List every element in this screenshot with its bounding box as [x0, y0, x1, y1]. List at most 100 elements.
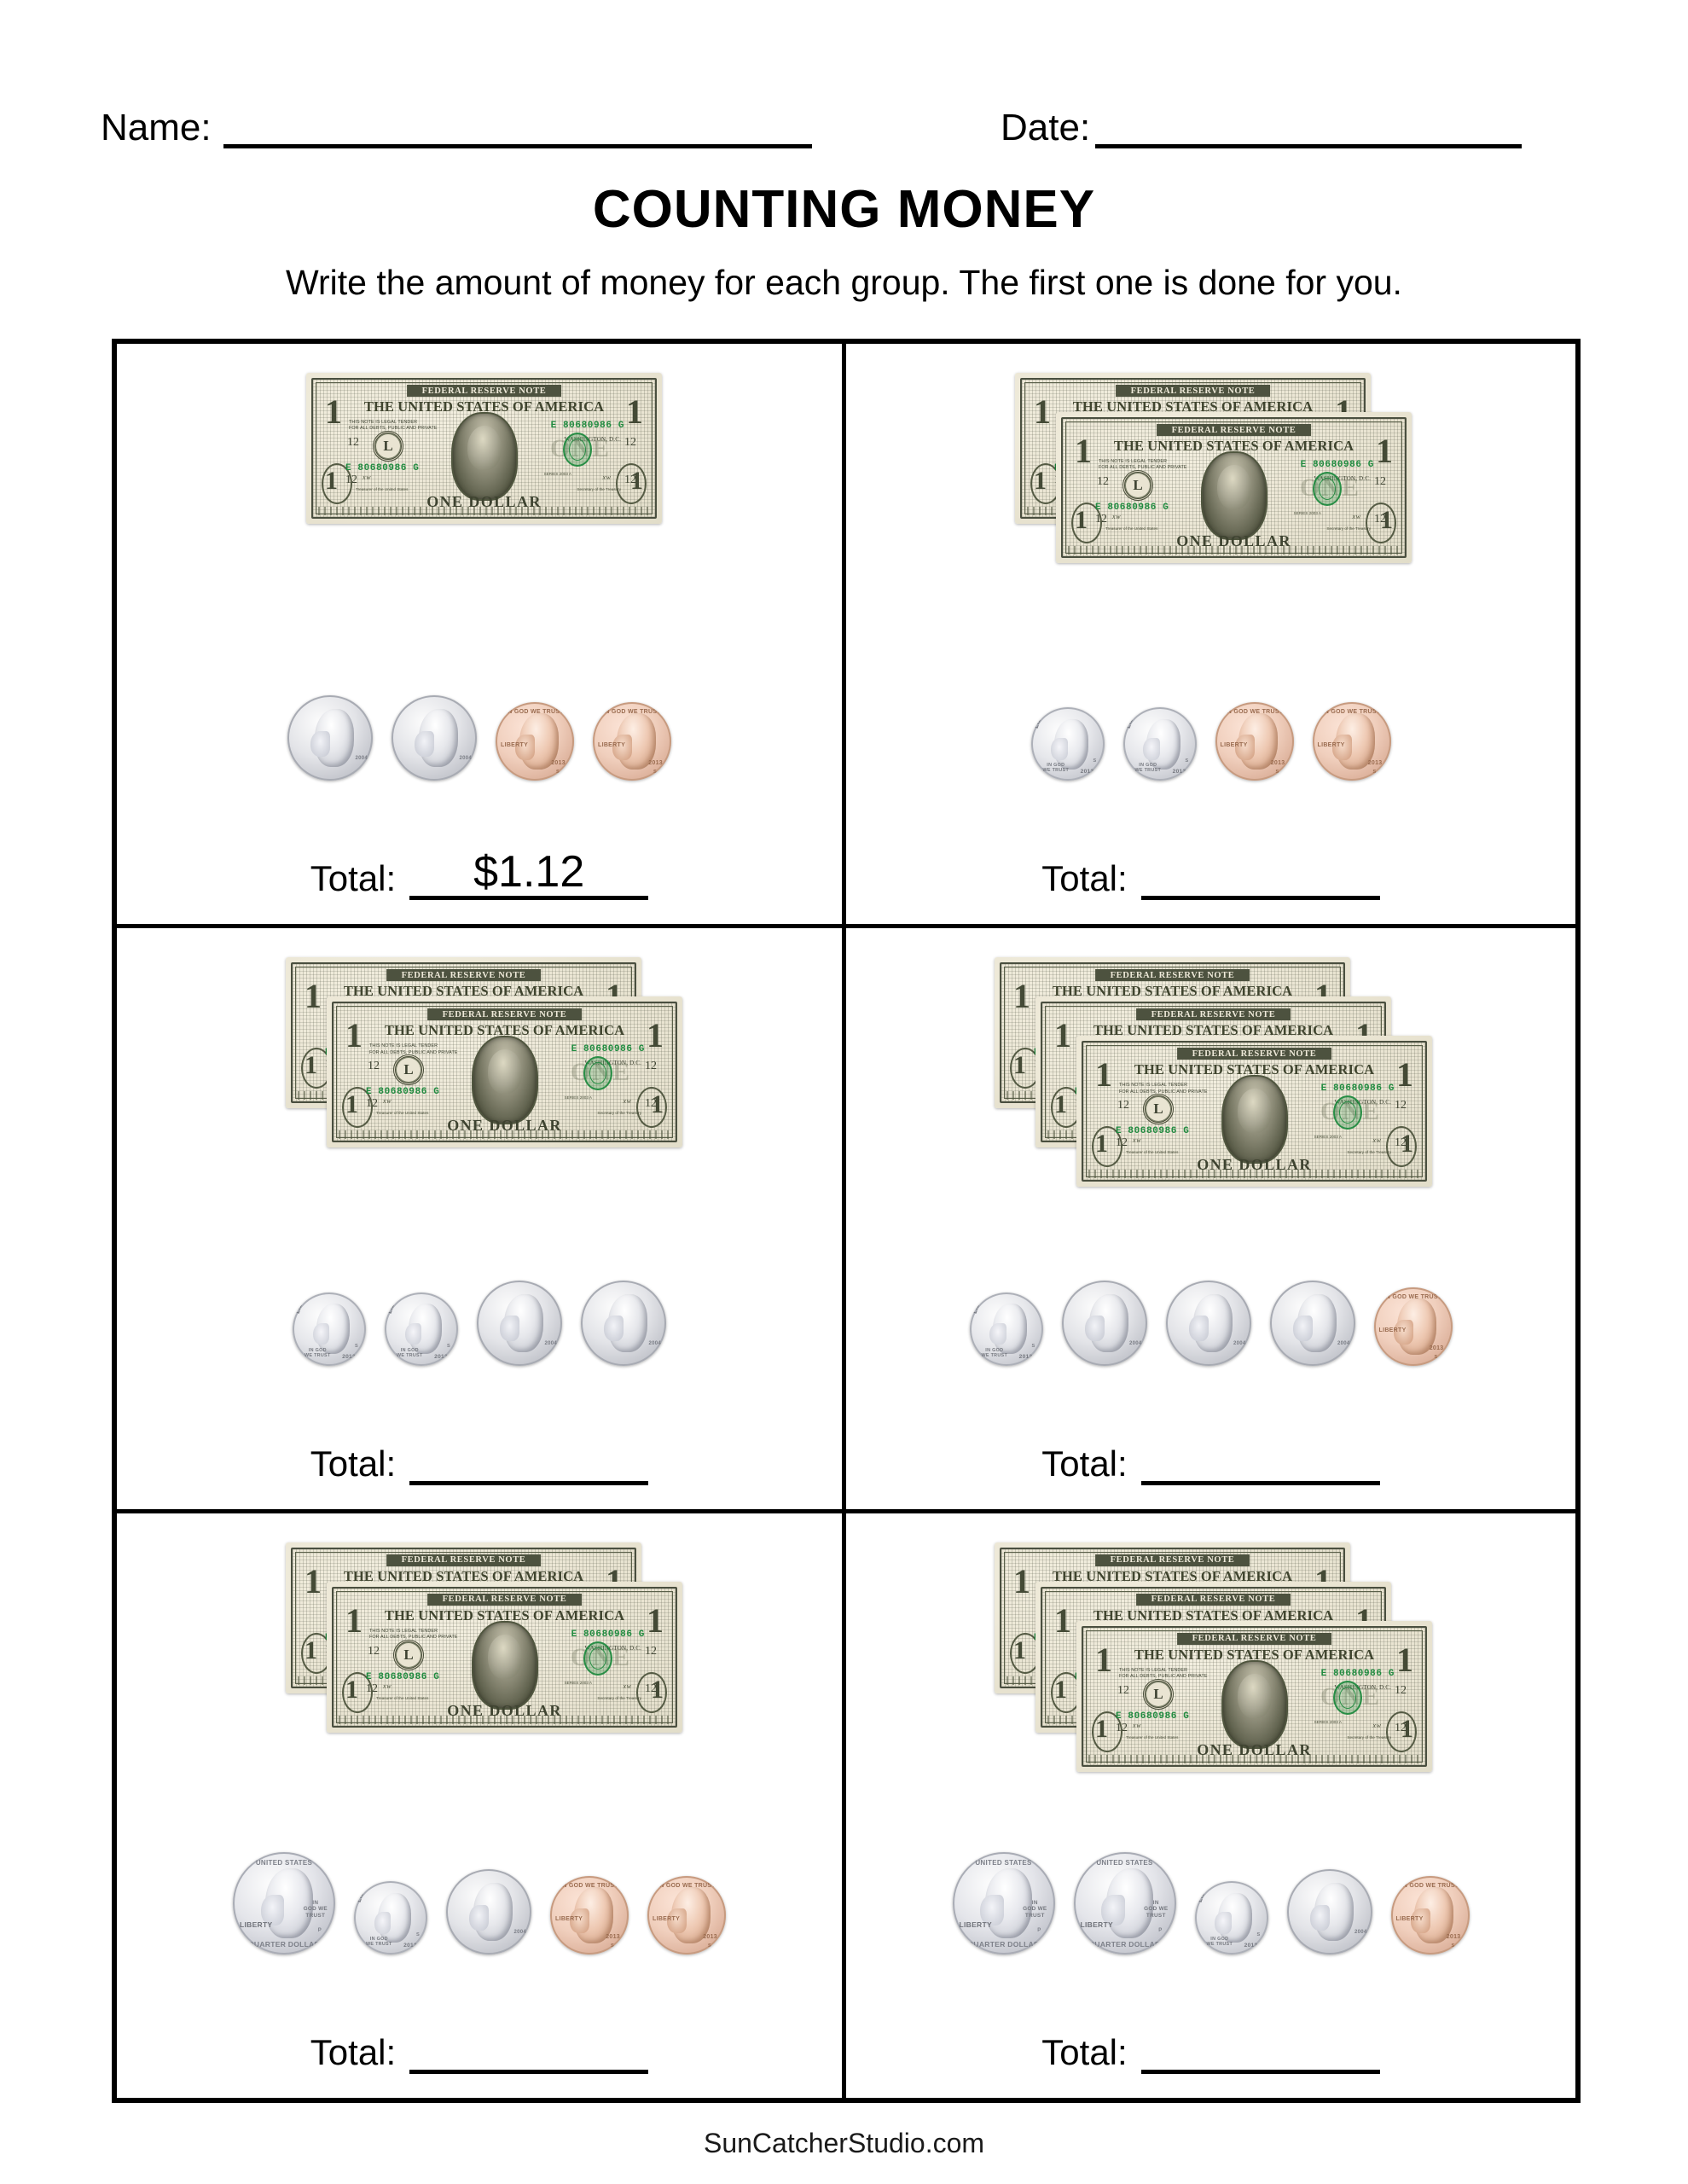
bill-treasurer-signature: x w: [1133, 1721, 1141, 1729]
penny-coin: IN GOD WE TRUST LIBERTY 2013 S: [1373, 1287, 1453, 1366]
dollar-bill: FEDERAL RESERVE NOTE THE UNITED STATES O…: [1056, 412, 1412, 563]
coin-year-text: 2013: [1244, 1942, 1258, 1949]
bill-treasurer-signature: x w: [363, 473, 371, 481]
dime-coin: LIBERTY IN GOD WE TRUST 2013 S: [385, 1292, 458, 1366]
coin-year-text: 2013: [551, 760, 566, 767]
coin-year-text: 2013: [703, 1933, 717, 1940]
coin-year-text: 2013: [1080, 769, 1094, 775]
bill-numeral-top-left: 1: [1095, 1640, 1112, 1679]
bill-washington-dc-text: WASHINGTON, D.C.: [1334, 1099, 1391, 1107]
bill-stack: FEDERAL RESERVE NOTE THE UNITED STATES O…: [117, 949, 842, 1205]
coin-portrait: [312, 1304, 351, 1354]
total-label: Total:: [1041, 1443, 1128, 1484]
bill-washington-portrait: [1200, 451, 1267, 540]
bill-federal-reserve-note-text: FEDERAL RESERVE NOTE: [1094, 1554, 1250, 1566]
bill-bottom-scrollwork: [339, 1715, 670, 1724]
bill-oval-bottom-left: [342, 1087, 373, 1129]
total-label: Total:: [310, 858, 397, 899]
coin-motto-text: IN GOD WE TRUST: [303, 1899, 328, 1919]
dollar-bill: FEDERAL RESERVE NOTE THE UNITED STATES O…: [327, 996, 682, 1148]
problem-cell-4: FEDERAL RESERVE NOTE THE UNITED STATES O…: [846, 928, 1575, 1513]
coin-portrait: [989, 1304, 1027, 1354]
coin-row: UNITED STATES LIBERTY IN GOD WE TRUST QUAR…: [117, 1851, 842, 1955]
coin-mintmark-text: S: [415, 1931, 420, 1937]
bill-washington-portrait: [450, 412, 518, 501]
coin-portrait: [1234, 713, 1279, 770]
bill-country-text: THE UNITED STATES OF AMERICA: [1113, 438, 1354, 454]
dollar-bill: FEDERAL RESERVE NOTE THE UNITED STATES O…: [327, 1581, 682, 1733]
total-answer-line[interactable]: $1.12: [409, 850, 649, 901]
coin-liberty-text: LIBERTY: [458, 695, 477, 717]
bill-country-text: THE UNITED STATES OF AMERICA: [1093, 1022, 1334, 1039]
bill-federal-reserve-note-text: FEDERAL RESERVE NOTE: [386, 1554, 542, 1566]
quarter-coin: UNITED STATES LIBERTY IN GOD WE TRUST QUAR…: [233, 1851, 335, 1955]
bill-district-number-top-right: 12: [1395, 1683, 1407, 1697]
total-answer-line[interactable]: [409, 1436, 649, 1485]
bill-treasurer-signature: x w: [1133, 1136, 1141, 1145]
coin-motto-text: IN GOD WE TRUST: [1383, 1293, 1442, 1300]
coin-year-text: 2004: [1233, 1340, 1246, 1346]
coin-portrait: [1101, 1868, 1154, 1938]
coin-liberty-text: LIBERTY: [1317, 742, 1345, 749]
total-row: Total:: [846, 1436, 1575, 1485]
coin-portrait: [604, 1293, 647, 1352]
nickel-coin: IN GOD WE TRUST LIBERTY 2004: [287, 695, 373, 781]
bill-bottom-scrollwork: [1088, 1754, 1420, 1763]
dollar-bill: FEDERAL RESERVE NOTE THE UNITED STATES O…: [1076, 1036, 1432, 1188]
coin-motto-text: IN GOD WE TRUST: [1225, 709, 1284, 716]
coin-motto-text: IN GOD WE TRUST: [603, 709, 661, 716]
name-field-group: Name:: [101, 109, 812, 148]
dime-coin: LIBERTY IN GOD WE TRUST 2013 S: [293, 1292, 366, 1366]
nickel-coin: IN GOD WE TRUST LIBERTY 2004: [581, 1280, 666, 1366]
bill-bottom-scrollwork: [339, 1130, 670, 1140]
coin-liberty-text: LIBERTY: [1378, 1327, 1407, 1333]
bill-treasury-seal: [583, 1056, 612, 1091]
bill-numeral-top-left: 1: [1034, 392, 1051, 431]
coin-liberty-text: LIBERTY: [513, 1868, 531, 1891]
total-answer-line[interactable]: [1140, 2024, 1380, 2074]
page-subtitle: Write the amount of money for each group…: [286, 263, 1402, 302]
bill-federal-reserve-note-text: FEDERAL RESERVE NOTE: [1156, 424, 1312, 436]
bill-treasurer-title: Treasurer of the United States: [376, 1695, 429, 1700]
problem-cell-6: FEDERAL RESERVE NOTE THE UNITED STATES O…: [846, 1513, 1575, 2098]
bill-washington-portrait: [471, 1620, 538, 1710]
bill-treasurer-signature: x w: [383, 1097, 392, 1106]
bill-serial-bottom-left: E 80680986 G: [366, 1087, 440, 1098]
total-row: Total:: [846, 851, 1575, 901]
bill-numeral-bottom-left: 1: [1075, 506, 1088, 534]
bill-district-number-bottom-left: 12: [366, 1682, 378, 1695]
coin-mintmark-text: S: [1256, 1931, 1261, 1937]
problem-cell-3: FEDERAL RESERVE NOTE THE UNITED STATES O…: [117, 928, 846, 1513]
bill-numeral-top-left: 1: [305, 1561, 322, 1600]
bill-secretary-title: Secretary of the Treasury: [1347, 1150, 1391, 1155]
quarter-coin: UNITED STATES LIBERTY IN GOD WE TRUST QUAR…: [1073, 1851, 1176, 1955]
coin-portrait: [260, 1868, 313, 1938]
bill-one-dollar-text: ONE DOLLAR: [1197, 1740, 1312, 1758]
total-answer-line[interactable]: [1140, 851, 1380, 901]
bill-numeral-bottom-right: 1: [1401, 1130, 1413, 1159]
coin-mintmark-text: S: [1031, 1343, 1035, 1349]
bill-treasury-seal: [583, 1641, 612, 1676]
coin-motto-text: IN GOD WE TRUST: [1401, 1882, 1459, 1889]
bill-district-number-bottom-left: 12: [1095, 513, 1107, 526]
date-input-line[interactable]: [1095, 144, 1523, 148]
bill-secretary-signature: x w: [1372, 1721, 1381, 1729]
bill-one-dollar-text: ONE DOLLAR: [1197, 1156, 1312, 1174]
coin-year-text: 2013: [648, 760, 663, 767]
dollar-bill: FEDERAL RESERVE NOTE THE UNITED STATES O…: [1076, 1620, 1432, 1772]
bill-serial-top-right: E 80680986 G: [550, 421, 624, 431]
bill-washington-portrait: [1221, 1075, 1288, 1165]
name-input-line[interactable]: [223, 144, 812, 148]
total-label: Total:: [310, 1443, 397, 1484]
coin-denomination-text: QUARTER DOLLAR: [1088, 1939, 1161, 1949]
total-answer-line[interactable]: [1140, 1436, 1380, 1485]
bill-washington-portrait: [1221, 1659, 1288, 1749]
total-answer-line[interactable]: [409, 2024, 649, 2074]
bill-oval-bottom-left: [322, 463, 352, 504]
bill-federal-reserve-note-text: FEDERAL RESERVE NOTE: [1115, 385, 1271, 397]
coin-motto-text: IN GOD WE TRUST: [305, 1347, 331, 1358]
bill-treasury-seal: [1313, 472, 1342, 506]
dime-coin: LIBERTY IN GOD WE TRUST 2013 S: [1030, 707, 1105, 781]
coin-mintmark-text: S: [610, 1943, 614, 1949]
